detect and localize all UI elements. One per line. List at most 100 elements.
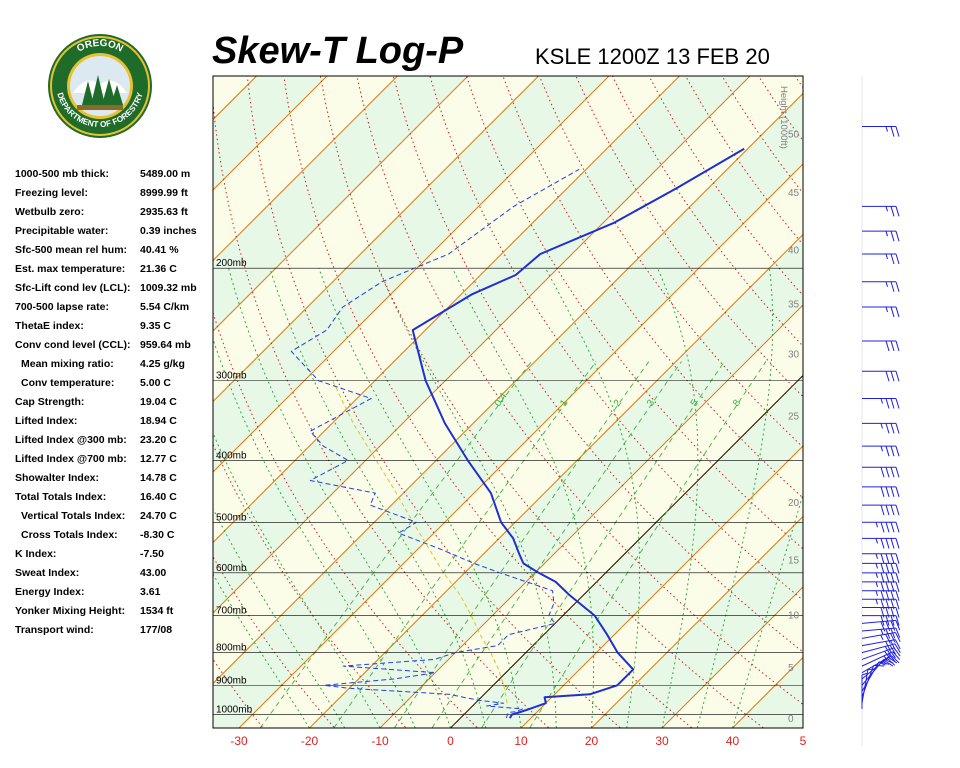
wind-barb-flag	[885, 641, 891, 651]
wind-barb-flag	[880, 621, 886, 632]
wind-barb-flag	[885, 446, 890, 457]
index-value: 23.20 C	[140, 434, 177, 446]
wind-barb-half-flag	[885, 206, 888, 212]
wind-barb-flag	[885, 572, 890, 583]
wind-barb-flag	[885, 522, 890, 533]
isobar-label: 600mb	[216, 563, 247, 574]
wind-barb-flag	[890, 590, 895, 601]
isotherm-line	[213, 76, 539, 403]
wind-barb-flag	[886, 657, 896, 666]
wind-barb-flag	[888, 649, 896, 659]
index-value: 43.00	[140, 567, 167, 579]
wind-barb-flag	[884, 650, 892, 660]
wind-barb	[862, 306, 900, 318]
wind-barb-flag	[890, 563, 895, 574]
wind-barb	[862, 466, 900, 478]
isotherm-line	[213, 76, 398, 262]
wind-barb-half-flag	[880, 398, 883, 404]
wind-barb-flag	[895, 620, 901, 631]
wind-barb	[861, 627, 901, 639]
index-label: 1000-500 mb thick:	[15, 168, 109, 180]
isotherm-line	[213, 76, 328, 191]
oregon-forestry-logo: OREGON DEPARTMENT OF FORESTRY	[48, 34, 152, 138]
wind-barb-flag	[895, 522, 900, 533]
temperature-band	[213, 76, 803, 684]
index-label: Est. max temperature:	[15, 263, 126, 275]
index-value: 12.77 C	[140, 453, 177, 465]
dry-adiabat	[283, 76, 693, 728]
wind-barb-flag	[880, 538, 885, 549]
wind-barb-flag	[895, 590, 900, 601]
dewpoint-trace-line	[290, 168, 580, 719]
wind-barb	[862, 590, 900, 601]
index-value: 3.61	[140, 586, 161, 598]
wind-barb-half-flag	[885, 126, 888, 132]
wind-barb-flag	[885, 398, 890, 409]
moist-adiabat	[269, 268, 487, 728]
index-label: Cap Strength:	[15, 396, 85, 408]
wind-barb-flag	[895, 126, 900, 137]
wind-barb-flag	[885, 607, 890, 618]
height-tick-label: 50	[788, 129, 800, 140]
wind-barb-flag	[890, 126, 895, 137]
wind-barb-flag	[885, 633, 891, 644]
wind-barb-half-flag	[880, 662, 886, 666]
wind-barb-flag	[880, 486, 885, 497]
wind-barb-half-flag	[875, 538, 878, 544]
wind-barb-half-flag	[861, 672, 868, 676]
wind-barb	[861, 643, 901, 656]
wind-barb	[861, 639, 901, 651]
wind-barb-flag	[880, 553, 885, 564]
index-value: 9.35 C	[140, 320, 171, 332]
wind-barb-flag	[895, 398, 900, 409]
wind-barb-flag	[895, 553, 900, 564]
isotherm-line	[213, 76, 469, 332]
wind-barb-flag	[890, 206, 895, 217]
moist-adiabat	[213, 337, 416, 728]
index-label: Lifted Index @300 mb:	[15, 434, 127, 446]
index-value: 40.41 %	[140, 244, 179, 256]
wind-barb-flag	[880, 581, 885, 593]
wind-barb	[862, 253, 900, 265]
wind-barb	[861, 619, 901, 632]
wind-barb-flag	[885, 371, 890, 382]
index-value: 5489.00 m	[140, 168, 191, 180]
wind-barb-flag	[890, 553, 895, 564]
temperature-tick-label: 5	[800, 734, 807, 748]
temperature-trace-line	[411, 147, 745, 719]
isotherm-line	[661, 586, 803, 728]
wind-barb-half-flag	[875, 599, 878, 605]
logo-text-top: OREGON	[75, 38, 125, 55]
index-label: ThetaE index:	[15, 320, 84, 332]
wind-barb-flag	[895, 231, 900, 242]
isobar-label: 500mb	[216, 512, 247, 523]
wind-barb-half-flag	[880, 423, 883, 429]
wind-barb-flag	[895, 615, 900, 626]
temperature-tick-label: 30	[655, 734, 669, 748]
station-time-label: KSLE 1200Z 13 FEB 20	[535, 44, 770, 69]
index-value: 5.54 C/km	[140, 301, 190, 313]
index-label: Sweat Index:	[15, 567, 80, 579]
wind-barb-flag	[885, 599, 890, 610]
index-value: 0.39 inches	[140, 225, 197, 237]
wind-barb	[862, 504, 900, 516]
wind-barb-flag	[891, 655, 900, 664]
wind-barb-flag	[895, 607, 900, 618]
wind-barb	[861, 672, 868, 709]
wind-barb-flag	[895, 371, 900, 382]
height-tick-label: 0	[788, 714, 794, 725]
wind-barb-staff	[861, 651, 894, 667]
wind-barb	[862, 572, 900, 583]
index-value: 18.94 C	[140, 415, 177, 427]
wind-barb-flag	[890, 581, 895, 593]
wind-barb-flag	[890, 640, 896, 651]
wind-barb-flag	[885, 340, 890, 352]
wind-barb-flag	[895, 446, 900, 457]
mixing-ratio-label: 1	[558, 398, 570, 409]
index-label: Conv cond level (CCL):	[15, 339, 131, 351]
index-value: 1009.32 mb	[140, 282, 197, 294]
wind-barb-flag	[880, 572, 885, 583]
wind-barb-flag	[895, 632, 901, 643]
wind-barb	[862, 422, 900, 434]
wind-barb-flag	[880, 615, 885, 626]
